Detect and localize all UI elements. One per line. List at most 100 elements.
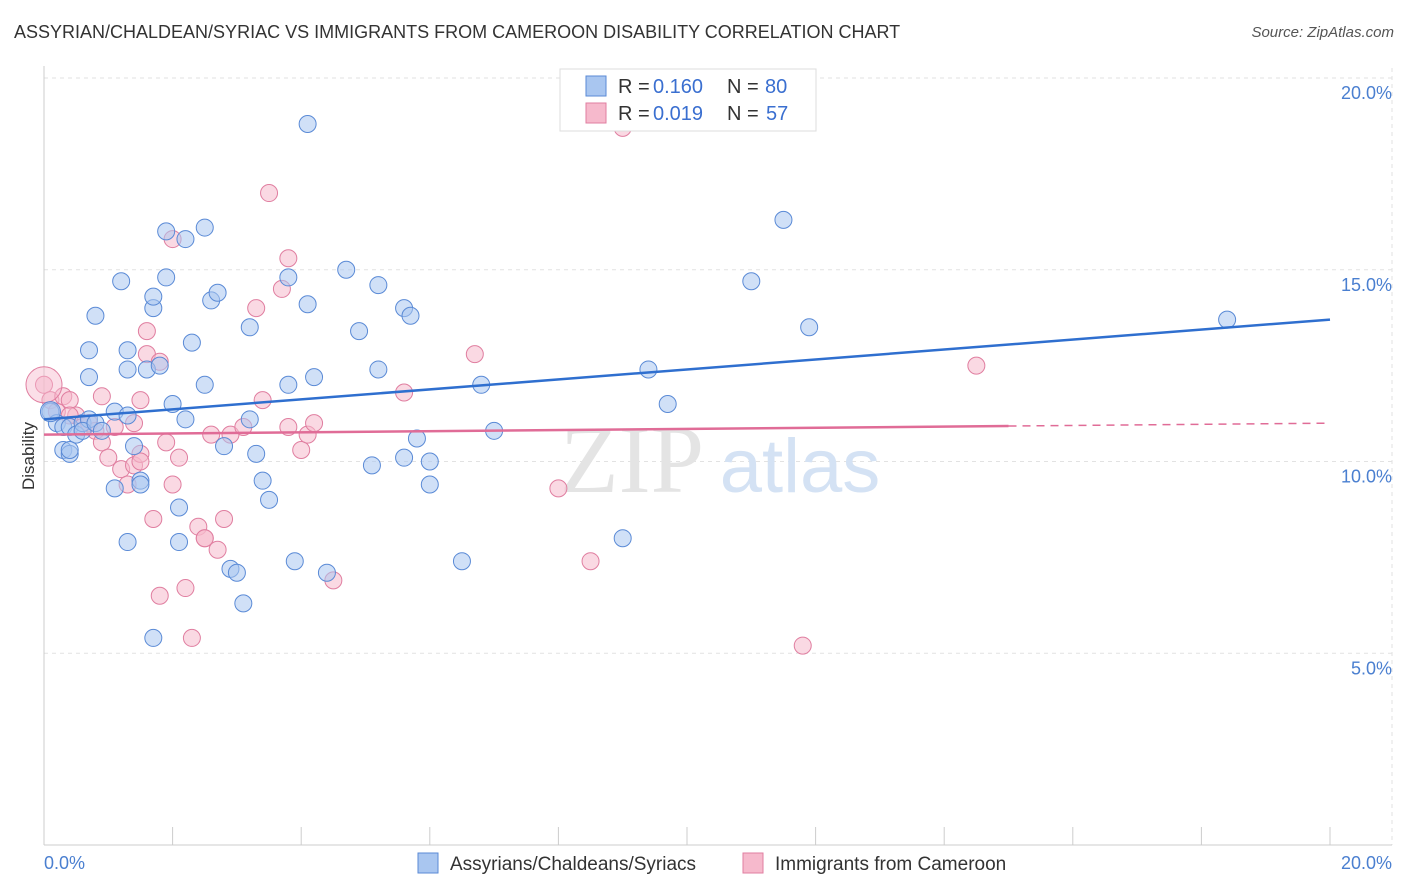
point-assyrian xyxy=(420,452,439,471)
point-cameroon xyxy=(35,375,53,394)
legend-n-value-2: 57 xyxy=(766,103,788,125)
point-assyrian xyxy=(118,360,137,379)
point-assyrian xyxy=(144,628,163,647)
data-points xyxy=(25,115,1237,655)
point-cameroon xyxy=(99,448,118,467)
legend-n-label-1: N = xyxy=(727,76,759,98)
point-cameroon xyxy=(163,475,182,494)
point-cameroon xyxy=(195,529,214,548)
watermark-zip: ZIP xyxy=(560,406,704,513)
point-cameroon xyxy=(215,510,234,529)
point-assyrian xyxy=(395,448,414,467)
point-assyrian xyxy=(125,437,144,456)
point-assyrian xyxy=(176,410,195,429)
point-cameroon xyxy=(176,579,195,598)
point-assyrian xyxy=(195,375,214,394)
point-assyrian xyxy=(452,552,471,571)
point-assyrian xyxy=(60,440,79,459)
point-assyrian xyxy=(362,456,381,475)
y-tick-label: 5.0% xyxy=(1351,658,1392,678)
bottom-legend-swatch-pink xyxy=(742,852,764,874)
point-assyrian xyxy=(80,368,99,387)
legend-swatch-blue xyxy=(585,75,607,97)
point-assyrian xyxy=(157,268,176,287)
legend-r-label-1: R = xyxy=(618,76,650,98)
point-cameroon xyxy=(305,414,324,433)
point-cameroon xyxy=(92,387,111,406)
y-axis-label: Disability xyxy=(19,421,38,490)
point-assyrian xyxy=(800,318,819,337)
point-cameroon xyxy=(549,479,568,498)
point-cameroon xyxy=(793,636,812,655)
bottom-legend-swatch-blue xyxy=(417,852,439,874)
point-assyrian xyxy=(144,287,163,306)
point-assyrian xyxy=(774,210,793,229)
point-cameroon xyxy=(144,510,163,529)
legend-swatch-pink xyxy=(585,102,607,124)
point-cameroon xyxy=(465,345,484,364)
legend-n-label-2: N = xyxy=(727,103,759,125)
point-cameroon xyxy=(131,391,150,410)
legend-bottom: Assyrians/Chaldeans/Syriacs Immigrants f… xyxy=(417,852,1006,875)
point-cameroon xyxy=(247,299,266,318)
trend-lines xyxy=(43,318,1331,436)
point-assyrian xyxy=(157,222,176,241)
trend-line-cameroon-extrapolated xyxy=(1008,422,1331,427)
chart-title: ASSYRIAN/CHALDEAN/SYRIAC VS IMMIGRANTS F… xyxy=(14,22,901,42)
point-assyrian xyxy=(227,563,246,582)
point-assyrian xyxy=(279,268,298,287)
point-assyrian xyxy=(742,272,761,291)
legend-top: R = 0.160 N = 80 R = 0.019 N = 57 xyxy=(559,68,817,132)
legend-n-value-1: 80 xyxy=(765,76,787,98)
point-assyrian xyxy=(639,360,658,379)
point-assyrian-large xyxy=(39,401,61,423)
point-assyrian xyxy=(369,276,388,295)
watermark-atlas: atlas xyxy=(720,424,881,509)
point-assyrian xyxy=(118,341,137,360)
point-cameroon xyxy=(150,586,169,605)
point-assyrian xyxy=(247,444,266,463)
source-label: Source: ZipAtlas.com xyxy=(1251,24,1394,41)
legend-r-value-1: 0.160 xyxy=(653,76,703,98)
point-assyrian xyxy=(317,563,336,582)
point-assyrian xyxy=(92,421,111,440)
y-tick-label: 20.0% xyxy=(1341,83,1392,103)
point-assyrian xyxy=(86,306,105,325)
point-cameroon xyxy=(137,322,156,341)
point-cameroon xyxy=(182,628,201,647)
point-assyrian xyxy=(80,341,99,360)
point-assyrian xyxy=(407,429,426,448)
y-tick-label: 15.0% xyxy=(1341,275,1392,295)
x-tick-label-max: 20.0% xyxy=(1341,853,1392,873)
point-assyrian xyxy=(279,375,298,394)
point-assyrian xyxy=(420,475,439,494)
point-cameroon xyxy=(208,540,227,559)
point-assyrian xyxy=(112,272,131,291)
point-assyrian xyxy=(298,295,317,314)
point-assyrian xyxy=(150,356,169,375)
point-assyrian xyxy=(305,368,324,387)
point-assyrian xyxy=(298,115,317,134)
point-cameroon xyxy=(292,440,311,459)
point-cameroon xyxy=(279,249,298,268)
point-cameroon xyxy=(202,425,221,444)
point-cameroon xyxy=(260,184,279,203)
point-assyrian xyxy=(350,322,369,341)
point-cameroon xyxy=(581,552,600,571)
point-assyrian xyxy=(260,490,279,509)
point-assyrian xyxy=(131,475,150,494)
axes xyxy=(43,66,1392,846)
point-assyrian xyxy=(253,471,272,490)
point-cameroon xyxy=(170,448,189,467)
point-cameroon xyxy=(253,391,272,410)
point-assyrian xyxy=(176,230,195,249)
x-tick-label-min: 0.0% xyxy=(44,853,85,873)
y-tick-label: 10.0% xyxy=(1341,467,1392,487)
point-assyrian xyxy=(234,594,253,613)
point-cameroon-large xyxy=(25,366,63,404)
point-assyrian xyxy=(215,437,234,456)
point-assyrian xyxy=(337,260,356,279)
point-assyrian xyxy=(369,360,388,379)
legend-r-label-2: R = xyxy=(618,103,650,125)
